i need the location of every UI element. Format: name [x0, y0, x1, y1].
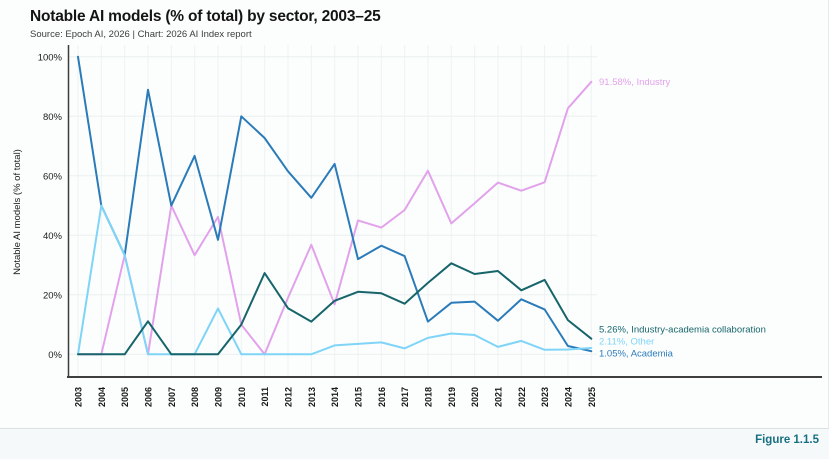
svg-text:2016: 2016	[377, 387, 387, 407]
svg-text:2005: 2005	[120, 387, 130, 407]
svg-text:2022: 2022	[517, 387, 527, 407]
y-axis-title: Notable AI models (% of total)	[12, 149, 23, 275]
series-label-industry: 91.58%, Industry	[599, 77, 671, 88]
line-chart-canvas: 0%20%40%60%80%100%2003 2004 2005 2006 2007 20…	[12, 45, 822, 407]
chart-header: Notable AI models (% of total) by sector…	[30, 8, 381, 40]
svg-text:2013: 2013	[307, 387, 317, 407]
svg-text:2018: 2018	[423, 387, 433, 407]
gridlines	[68, 45, 597, 377]
series-line-academia	[77, 55, 593, 353]
svg-text:2023: 2023	[540, 387, 550, 407]
svg-text:2015: 2015	[353, 387, 363, 407]
svg-text:100%: 100%	[38, 52, 63, 63]
chart-source: Source: Epoch AI, 2026 | Chart: 2026 AI …	[30, 29, 252, 40]
series-line-industry	[77, 80, 593, 356]
series-line-other	[77, 204, 593, 356]
svg-text:2024: 2024	[563, 387, 573, 407]
svg-text:2012: 2012	[283, 387, 293, 407]
svg-text:2008: 2008	[190, 387, 200, 407]
y-tick-labels: 0% 20% 40% 60% 80% 100%	[38, 52, 63, 361]
svg-text:2004: 2004	[97, 387, 107, 407]
svg-text:2019: 2019	[447, 387, 457, 407]
chart-title: Notable AI models (% of total) by sector…	[30, 8, 381, 25]
svg-text:0%: 0%	[48, 350, 62, 361]
svg-text:2025: 2025	[587, 387, 597, 407]
svg-text:2010: 2010	[237, 387, 247, 407]
series-label-other: 2.11%, Other	[599, 337, 654, 348]
series-label-collaboration: 5.26%, Industry-academia collaboration	[599, 325, 766, 336]
svg-text:2006: 2006	[143, 387, 153, 407]
footer-band	[0, 429, 829, 459]
svg-text:2017: 2017	[400, 387, 410, 407]
svg-text:2009: 2009	[213, 387, 223, 407]
svg-text:80%: 80%	[43, 112, 63, 123]
series-line-collaboration	[77, 262, 593, 356]
svg-text:2011: 2011	[260, 387, 270, 407]
svg-text:2021: 2021	[493, 387, 503, 407]
svg-text:2020: 2020	[470, 387, 480, 407]
svg-text:2014: 2014	[330, 387, 340, 407]
figure-label: Figure 1.1.5	[755, 434, 819, 446]
svg-text:60%: 60%	[43, 171, 63, 182]
series-label-academia: 1.05%, Academia	[599, 349, 674, 360]
svg-text:2003: 2003	[74, 387, 84, 407]
svg-text:40%: 40%	[43, 231, 63, 242]
footer-divider	[0, 428, 829, 429]
svg-text:2007: 2007	[167, 387, 177, 407]
svg-text:20%: 20%	[43, 290, 63, 301]
x-tick-labels: 2003 2004 2005 2006 2007 2008 2009 2010 2011 2012…	[74, 387, 597, 407]
